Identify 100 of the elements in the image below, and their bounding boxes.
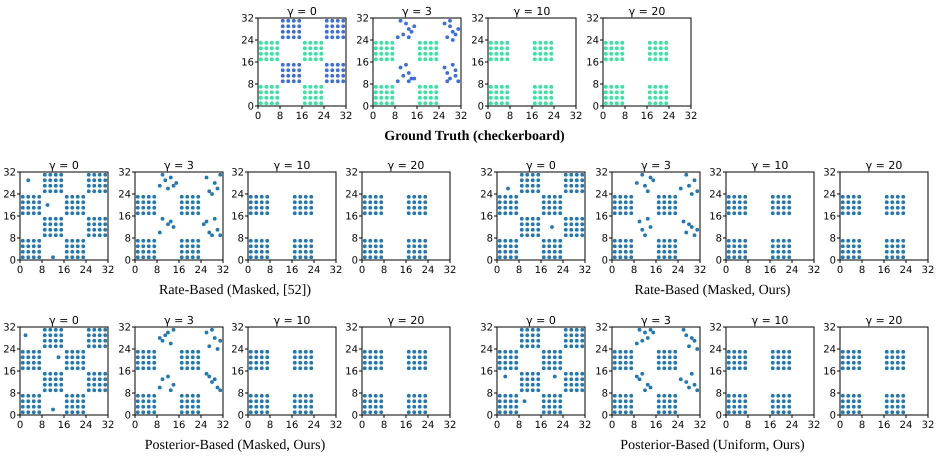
y-tick-label: 24 bbox=[345, 190, 358, 200]
point bbox=[396, 79, 400, 84]
x-tick-label: 16 bbox=[878, 420, 890, 431]
point bbox=[398, 18, 402, 23]
y-tick-label: 8 bbox=[592, 80, 599, 90]
y-tick-label: 16 bbox=[3, 212, 16, 222]
y-tick-label: 32 bbox=[480, 168, 493, 178]
x-tick-label: 24 bbox=[432, 111, 446, 122]
y-tick-label: 24 bbox=[118, 190, 131, 200]
y-tick-label: 16 bbox=[471, 58, 484, 68]
x-tick-label: 16 bbox=[172, 265, 186, 276]
y-tick-label: 16 bbox=[231, 366, 244, 378]
point bbox=[406, 35, 411, 40]
chart-title: γ = 0 bbox=[526, 159, 556, 172]
x-tick-label: 32 bbox=[578, 265, 592, 276]
x-tick-label: 32 bbox=[922, 265, 934, 276]
x-tick-label: 8 bbox=[744, 420, 752, 431]
y-tick-label: 24 bbox=[709, 190, 722, 200]
y-tick-label: 0 bbox=[352, 410, 358, 422]
y-tick-label: 0 bbox=[10, 410, 16, 422]
x-tick-label: 32 bbox=[922, 420, 934, 431]
x-tick-label: 16 bbox=[534, 265, 548, 276]
point bbox=[406, 71, 411, 75]
point bbox=[442, 22, 446, 26]
chart-title: γ = 0 bbox=[49, 314, 79, 327]
point bbox=[412, 24, 416, 28]
y-tick-label: 8 bbox=[602, 234, 608, 244]
point bbox=[445, 35, 450, 40]
y-tick-label: 24 bbox=[345, 344, 358, 356]
y-tick-label: 8 bbox=[238, 234, 244, 244]
y-tick-label: 16 bbox=[480, 366, 493, 378]
x-tick-label: 0 bbox=[132, 265, 138, 276]
x-tick-label: 16 bbox=[650, 420, 662, 431]
point bbox=[450, 62, 455, 67]
x-tick-label: 16 bbox=[58, 265, 70, 276]
x-tick-label: 32 bbox=[330, 265, 342, 276]
y-tick-label: 0 bbox=[238, 410, 244, 422]
y-tick-label: 24 bbox=[118, 344, 131, 356]
x-tick-label: 8 bbox=[516, 265, 522, 276]
y-tick-label: 24 bbox=[480, 190, 493, 200]
y-tick-label: 32 bbox=[3, 168, 16, 178]
x-tick-label: 24 bbox=[786, 265, 798, 276]
x-tick-label: 16 bbox=[172, 420, 186, 431]
chart-title: γ = 3 bbox=[164, 159, 194, 172]
x-tick-label: 0 bbox=[836, 420, 844, 431]
x-tick-label: 32 bbox=[330, 420, 342, 431]
y-tick-label: 24 bbox=[356, 36, 369, 46]
x-tick-label: 16 bbox=[286, 265, 298, 276]
y-tick-label: 32 bbox=[3, 322, 16, 334]
x-tick-label: 24 bbox=[672, 420, 684, 431]
y-tick-label: 8 bbox=[478, 80, 484, 90]
x-tick-label: 24 bbox=[672, 265, 684, 276]
y-tick-label: 16 bbox=[118, 366, 131, 378]
x-tick-label: 32 bbox=[808, 420, 820, 431]
point bbox=[450, 38, 455, 42]
x-tick-label: 16 bbox=[764, 420, 776, 431]
point bbox=[454, 68, 458, 72]
y-tick-label: 24 bbox=[471, 36, 484, 46]
x-tick-label: 0 bbox=[608, 420, 616, 431]
chart-title: γ = 10 bbox=[274, 159, 310, 172]
x-tick-label: 16 bbox=[640, 111, 654, 122]
x-tick-label: 32 bbox=[102, 420, 114, 431]
x-tick-label: 32 bbox=[444, 420, 456, 431]
x-tick-label: 16 bbox=[58, 420, 70, 431]
x-tick-label: 24 bbox=[308, 265, 320, 276]
chart-title: γ = 10 bbox=[752, 159, 788, 172]
x-tick-label: 32 bbox=[216, 265, 230, 276]
y-tick-label: 0 bbox=[602, 410, 608, 422]
x-tick-label: 16 bbox=[878, 265, 890, 276]
x-tick-label: 32 bbox=[570, 111, 582, 122]
y-tick-label: 24 bbox=[586, 36, 599, 46]
y-tick-label: 16 bbox=[345, 366, 358, 378]
point bbox=[406, 79, 411, 84]
x-tick-label: 8 bbox=[516, 420, 522, 431]
y-tick-label: 16 bbox=[709, 366, 722, 378]
x-tick-label: 8 bbox=[858, 265, 866, 276]
x-tick-label: 32 bbox=[694, 420, 706, 431]
y-tick-label: 8 bbox=[248, 80, 254, 90]
x-tick-label: 0 bbox=[16, 265, 24, 276]
x-tick-label: 24 bbox=[422, 420, 434, 431]
y-tick-label: 24 bbox=[3, 190, 16, 200]
x-tick-label: 8 bbox=[266, 420, 274, 431]
x-tick-label: 0 bbox=[722, 265, 730, 276]
y-tick-label: 0 bbox=[486, 410, 493, 422]
chart-title: γ = 0 bbox=[49, 159, 79, 172]
y-tick-label: 0 bbox=[124, 410, 131, 422]
y-tick-label: 16 bbox=[823, 212, 836, 222]
point bbox=[448, 18, 452, 23]
text: Posterior-Based (Masked, Ours) bbox=[144, 438, 326, 453]
y-tick-label: 8 bbox=[10, 388, 16, 400]
y-tick-label: 0 bbox=[602, 256, 608, 266]
point bbox=[456, 79, 460, 84]
y-tick-label: 16 bbox=[823, 366, 836, 378]
y-tick-label: 0 bbox=[716, 410, 722, 422]
y-tick-label: 32 bbox=[823, 322, 836, 334]
x-tick-label: 32 bbox=[444, 265, 456, 276]
x-tick-label: 8 bbox=[630, 420, 638, 431]
x-tick-label: 16 bbox=[400, 420, 412, 431]
y-tick-label: 8 bbox=[716, 234, 722, 244]
y-tick-label: 8 bbox=[716, 388, 722, 400]
